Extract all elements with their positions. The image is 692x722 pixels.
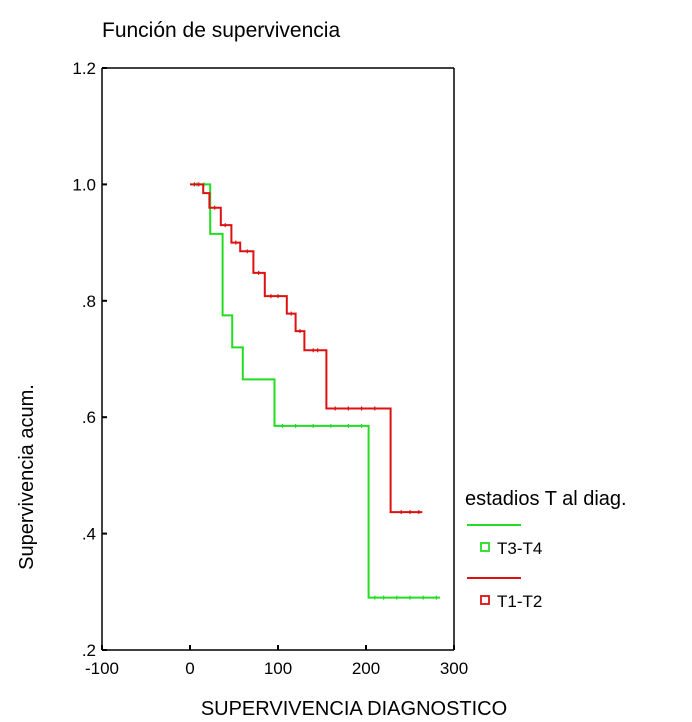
y-axis-ticks: .2 .4 .6 .8 1.0 1.2 [72,59,107,660]
legend-title: estadios T al diag. [465,488,627,510]
legend-label: T1-T2 [497,592,542,611]
x-axis-title: SUPERVIVENCIA DIAGNOSTICO [201,698,507,720]
legend-item: T1-T2 [467,577,542,611]
x-tick-label: 0 [185,659,194,678]
series-T3-T4 [190,182,440,600]
legend: estadios T al diag. T3-T4 T1-T2 [465,488,627,611]
survival-line [190,183,440,599]
legend-item: T3-T4 [467,524,542,558]
x-tick-label: 200 [352,659,380,678]
y-tick-label: .4 [82,525,96,544]
x-tick-label: 300 [440,659,468,678]
legend-marker [480,595,490,605]
x-axis-ticks: -100 0 100 200 300 [85,645,468,678]
series-layer [190,182,440,600]
y-axis-title: Supervivencia acum. [16,384,38,570]
y-tick-label: .8 [82,292,96,311]
y-tick-label: 1.2 [72,59,96,78]
x-tick-label: 100 [264,659,292,678]
chart-title: Función de supervivencia [102,19,340,42]
legend-label: T3-T4 [497,539,542,558]
survival-line [190,183,423,514]
legend-marker [480,542,490,552]
plot-area [101,67,455,651]
y-tick-label: 1.0 [72,175,96,194]
series-T1-T2 [190,182,423,515]
x-tick-label: -100 [85,659,119,678]
y-tick-label: .2 [82,641,96,660]
y-tick-label: .6 [82,408,96,427]
